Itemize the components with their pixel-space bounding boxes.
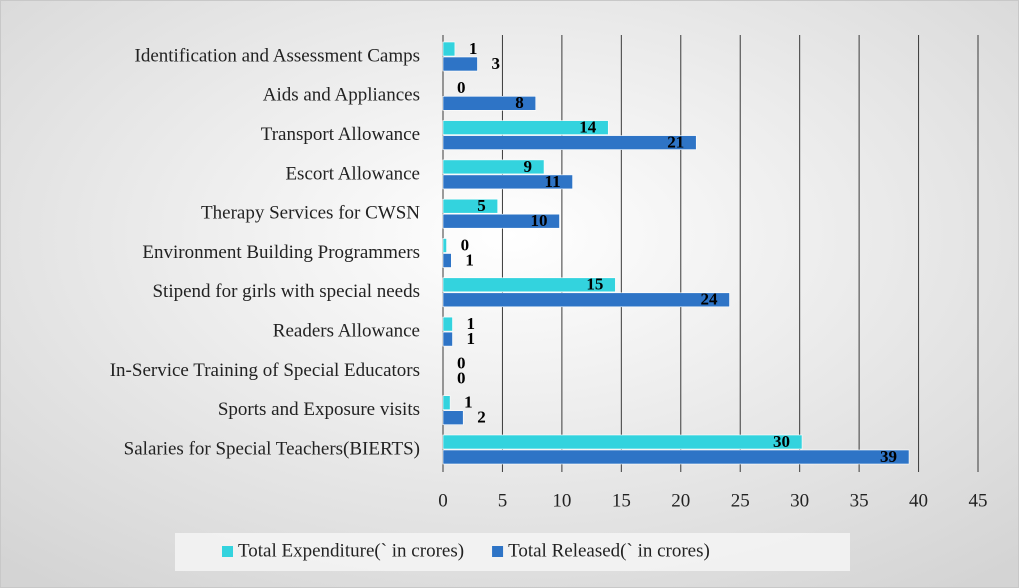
y-tick-label: Environment Building Programmers <box>142 242 420 263</box>
data-label: 24 <box>701 290 719 309</box>
y-tick-label: Aids and Appliances <box>263 85 420 106</box>
data-label: 2 <box>477 408 486 427</box>
y-tick-label: Stipend for girls with special needs <box>152 281 420 302</box>
legend-swatch <box>222 546 233 557</box>
legend-swatch <box>492 546 504 557</box>
data-label: 21 <box>667 133 684 152</box>
data-label: 10 <box>531 211 548 230</box>
x-tick-label: 35 <box>850 490 869 511</box>
bar <box>442 434 803 450</box>
x-tick-label: 45 <box>969 490 988 511</box>
x-tick-label: 20 <box>671 490 690 511</box>
data-label: 11 <box>545 172 561 191</box>
bar <box>442 449 910 465</box>
data-label: 1 <box>464 393 473 412</box>
bar <box>442 213 560 229</box>
y-tick-label: Transport Allowance <box>261 124 420 145</box>
bar <box>442 41 456 57</box>
bar <box>442 96 537 111</box>
data-label: 9 <box>524 157 533 176</box>
data-label: 0 <box>457 78 466 97</box>
bar <box>442 174 573 190</box>
data-label: 0 <box>461 235 470 254</box>
x-tick-label: 30 <box>790 490 809 511</box>
data-label: 1 <box>465 250 474 269</box>
bar <box>442 56 478 72</box>
bar <box>442 331 453 347</box>
y-tick-label: Sports and Exposure visits <box>218 399 420 420</box>
x-tick-label: 40 <box>909 490 928 511</box>
legend-label: Total Released(` in crores) <box>508 540 710 561</box>
bar <box>442 410 464 426</box>
bar <box>442 135 697 150</box>
data-label: 0 <box>457 368 466 387</box>
bar <box>442 253 452 268</box>
y-tick-label: In-Service Training of Special Educators <box>110 360 420 381</box>
data-label: 39 <box>880 447 897 466</box>
y-tick-label: Escort Allowance <box>285 163 420 184</box>
x-tick-label: 15 <box>612 490 631 511</box>
bar <box>442 277 616 293</box>
bar <box>442 159 545 175</box>
bar <box>442 395 451 411</box>
data-label: 1 <box>467 329 476 348</box>
data-label: 14 <box>579 118 597 137</box>
bar <box>442 292 730 308</box>
x-tick-label: 10 <box>552 490 571 511</box>
y-tick-label: Therapy Services for CWSN <box>201 203 420 224</box>
data-label: 30 <box>773 432 790 451</box>
data-label: 5 <box>477 196 486 215</box>
data-label: 8 <box>515 93 524 112</box>
data-label: 15 <box>586 275 603 294</box>
legend-label: Total Expenditure(` in crores) <box>238 540 464 561</box>
data-label: 3 <box>491 54 500 73</box>
data-label: 1 <box>469 39 478 58</box>
x-tick-label: 0 <box>438 490 448 511</box>
y-tick-label: Readers Allowance <box>273 320 420 341</box>
y-tick-label: Identification and Assessment Camps <box>135 45 420 66</box>
bar <box>442 198 498 214</box>
x-tick-label: 25 <box>731 490 750 511</box>
bar <box>442 316 453 332</box>
x-tick-label: 5 <box>498 490 508 511</box>
legend-box <box>175 533 850 571</box>
data-label: 1 <box>467 314 476 333</box>
data-label: 0 <box>457 353 466 372</box>
y-tick-label: Salaries for Special Teachers(BIERTS) <box>124 438 420 459</box>
bar <box>442 238 447 253</box>
bar <box>442 120 609 135</box>
